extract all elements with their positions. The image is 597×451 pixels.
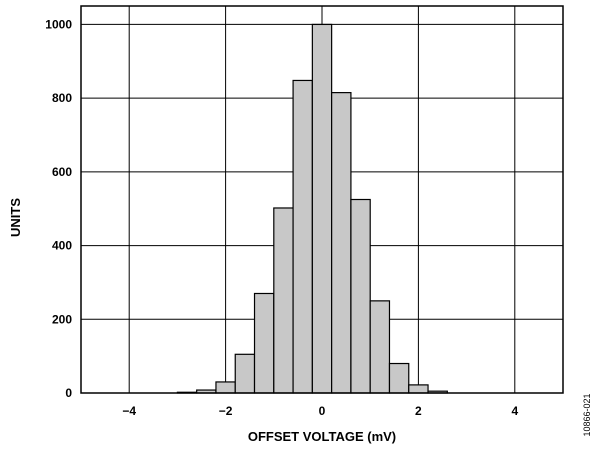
- histogram-bar: [350, 198, 371, 394]
- histogram-bar: [408, 384, 429, 394]
- y-tick-label: 400: [52, 239, 72, 253]
- x-axis-title: OFFSET VOLTAGE (mV): [248, 429, 396, 444]
- histogram-bar: [292, 79, 313, 394]
- x-tick-label: −4: [122, 404, 136, 418]
- histogram-bar: [215, 381, 236, 394]
- histogram-bar: [253, 292, 275, 394]
- x-tick-label: 0: [319, 404, 326, 418]
- histogram-bar: [234, 353, 256, 394]
- y-axis-title: UNITS: [8, 198, 23, 237]
- histogram-bar: [369, 300, 391, 394]
- y-tick-label: 1000: [45, 17, 72, 31]
- plot-frame: [80, 5, 564, 394]
- histogram-bar: [273, 207, 294, 394]
- x-tick-label: −2: [219, 404, 233, 418]
- x-tick-label: 2: [415, 404, 422, 418]
- histogram-bar: [388, 362, 410, 394]
- histogram-bars: [176, 23, 448, 394]
- histogram-bar: [331, 92, 352, 394]
- y-axis-tick-labels: 0 200 400 600 800 1000: [45, 17, 72, 400]
- y-tick-label: 800: [52, 91, 72, 105]
- x-axis-tick-labels: −4 −2 0 2 4: [122, 404, 518, 418]
- y-tick-label: 0: [65, 386, 72, 400]
- histogram-bar: [311, 23, 333, 394]
- x-tick-label: 4: [511, 404, 518, 418]
- figure-id-label: 10866-021: [582, 393, 592, 436]
- y-tick-label: 200: [52, 312, 72, 326]
- y-tick-label: 600: [52, 165, 72, 179]
